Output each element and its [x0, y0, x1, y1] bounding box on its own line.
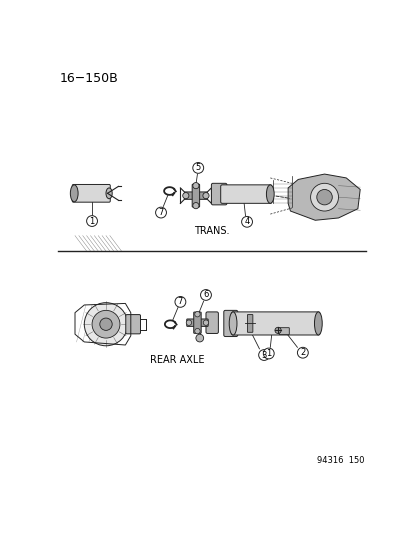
FancyBboxPatch shape	[247, 314, 252, 332]
Circle shape	[186, 320, 191, 325]
Circle shape	[258, 350, 269, 360]
Ellipse shape	[314, 312, 321, 335]
Text: 4: 4	[244, 217, 249, 227]
Circle shape	[263, 348, 273, 359]
Text: 7: 7	[177, 297, 183, 306]
Ellipse shape	[70, 185, 78, 202]
Circle shape	[195, 334, 203, 342]
Text: REAR AXLE: REAR AXLE	[150, 355, 204, 365]
FancyBboxPatch shape	[231, 312, 319, 335]
Polygon shape	[287, 174, 359, 220]
Ellipse shape	[229, 312, 236, 335]
Text: 16−150B: 16−150B	[59, 71, 118, 85]
FancyBboxPatch shape	[223, 310, 237, 336]
Circle shape	[86, 216, 97, 227]
Circle shape	[297, 348, 308, 358]
Circle shape	[316, 189, 332, 205]
FancyBboxPatch shape	[211, 183, 226, 205]
Circle shape	[192, 182, 199, 189]
Circle shape	[194, 328, 199, 334]
FancyBboxPatch shape	[220, 185, 271, 203]
FancyBboxPatch shape	[186, 319, 208, 326]
Circle shape	[200, 289, 211, 301]
FancyBboxPatch shape	[192, 184, 199, 207]
Circle shape	[241, 216, 252, 227]
Text: 1: 1	[89, 216, 95, 225]
Text: 5: 5	[195, 164, 200, 172]
Text: TRANS.: TRANS.	[194, 227, 229, 237]
Circle shape	[175, 296, 185, 308]
Circle shape	[192, 163, 203, 173]
Circle shape	[92, 310, 120, 338]
Text: 2: 2	[299, 348, 305, 357]
Circle shape	[194, 311, 199, 317]
Text: 1: 1	[266, 349, 271, 358]
Circle shape	[203, 320, 208, 325]
Circle shape	[155, 207, 166, 218]
FancyBboxPatch shape	[206, 312, 218, 334]
Text: 3: 3	[261, 351, 266, 360]
Ellipse shape	[266, 185, 273, 203]
FancyBboxPatch shape	[126, 314, 140, 334]
Text: 94316  150: 94316 150	[317, 456, 364, 465]
Circle shape	[274, 327, 280, 334]
FancyBboxPatch shape	[184, 192, 207, 199]
Text: 6: 6	[203, 290, 208, 300]
Circle shape	[182, 192, 188, 199]
FancyBboxPatch shape	[193, 312, 201, 333]
Ellipse shape	[106, 188, 112, 199]
Circle shape	[202, 192, 209, 199]
Circle shape	[100, 318, 112, 330]
Circle shape	[192, 203, 199, 209]
FancyBboxPatch shape	[278, 328, 289, 335]
Circle shape	[310, 183, 338, 211]
FancyBboxPatch shape	[72, 184, 110, 202]
Text: 7: 7	[158, 208, 163, 217]
Circle shape	[84, 303, 127, 346]
